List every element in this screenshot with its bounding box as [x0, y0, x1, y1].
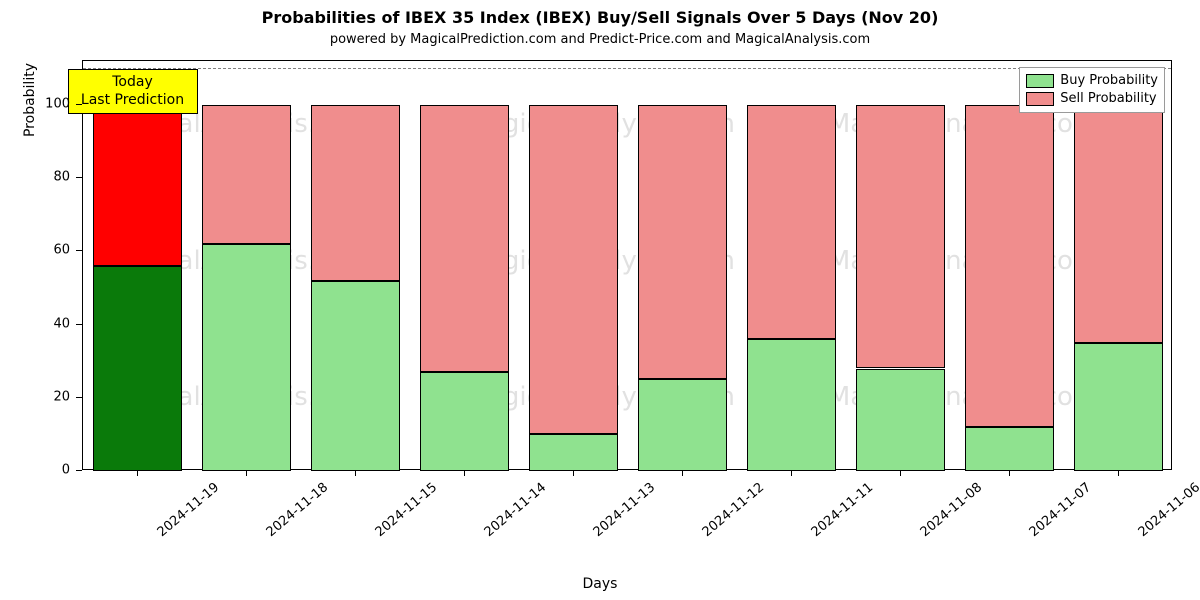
sell-bar [638, 105, 727, 380]
sell-bar [965, 105, 1054, 427]
xtick-mark [573, 470, 574, 476]
xtick-mark [1118, 470, 1119, 476]
xtick-label: 2024-11-13 [590, 480, 658, 540]
xtick-label: 2024-11-08 [917, 480, 985, 540]
legend-item: Buy Probability [1026, 72, 1158, 90]
today-annotation: TodayLast Prediction [68, 69, 198, 114]
xtick-mark [682, 470, 683, 476]
sell-bar [747, 105, 836, 339]
xtick-label: 2024-11-11 [808, 480, 876, 540]
x-axis-label: Days [0, 576, 1200, 592]
ytick-mark [76, 250, 82, 251]
legend: Buy ProbabilitySell Probability [1019, 67, 1165, 113]
buy-bar [638, 379, 727, 471]
ytick-mark [76, 397, 82, 398]
buy-bar [420, 372, 509, 471]
sell-bar [202, 105, 291, 244]
annotation-line: Today [77, 74, 189, 92]
ytick-mark [76, 324, 82, 325]
sell-bar [529, 105, 618, 434]
y-axis-label: Probability [22, 0, 38, 305]
ytick-mark [76, 104, 82, 105]
annotation-line: Last Prediction [77, 92, 189, 110]
buy-bar [202, 244, 291, 471]
xtick-mark [355, 470, 356, 476]
buy-bar [1074, 343, 1163, 471]
xtick-label: 2024-11-12 [699, 480, 767, 540]
xtick-mark [246, 470, 247, 476]
xtick-label: 2024-11-14 [481, 480, 549, 540]
legend-swatch [1026, 74, 1054, 88]
xtick-mark [791, 470, 792, 476]
xtick-label: 2024-11-18 [263, 480, 331, 540]
ytick-label: 40 [0, 316, 70, 331]
buy-bar [93, 266, 182, 471]
buy-bar [965, 427, 1054, 471]
sell-bar [311, 105, 400, 281]
plot-area: MagicalAnalysis.comMagicalAnalysis.comMa… [82, 60, 1172, 470]
ytick-mark [76, 470, 82, 471]
ytick-label: 20 [0, 389, 70, 404]
ytick-label: 0 [0, 463, 70, 478]
sell-bar [856, 105, 945, 369]
chart-title: Probabilities of IBEX 35 Index (IBEX) Bu… [0, 8, 1200, 27]
chart-subtitle: powered by MagicalPrediction.com and Pre… [0, 32, 1200, 47]
legend-swatch [1026, 92, 1054, 106]
legend-item: Sell Probability [1026, 90, 1158, 108]
reference-line [83, 68, 1171, 69]
figure: Probabilities of IBEX 35 Index (IBEX) Bu… [0, 0, 1200, 600]
xtick-label: 2024-11-15 [372, 480, 440, 540]
buy-bar [529, 434, 618, 471]
buy-bar [856, 369, 945, 472]
xtick-label: 2024-11-19 [154, 480, 222, 540]
xtick-label: 2024-11-07 [1026, 480, 1094, 540]
buy-bar [311, 281, 400, 471]
sell-bar [93, 105, 182, 266]
legend-label: Buy Probability [1060, 72, 1158, 90]
legend-label: Sell Probability [1060, 90, 1156, 108]
buy-bar [747, 339, 836, 471]
ytick-mark [76, 177, 82, 178]
xtick-mark [137, 470, 138, 476]
xtick-mark [1009, 470, 1010, 476]
xtick-label: 2024-11-06 [1135, 480, 1200, 540]
sell-bar [420, 105, 509, 372]
sell-bar [1074, 105, 1163, 343]
xtick-mark [464, 470, 465, 476]
xtick-mark [900, 470, 901, 476]
